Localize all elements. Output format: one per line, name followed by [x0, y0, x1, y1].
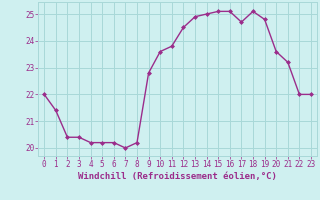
X-axis label: Windchill (Refroidissement éolien,°C): Windchill (Refroidissement éolien,°C) — [78, 172, 277, 181]
